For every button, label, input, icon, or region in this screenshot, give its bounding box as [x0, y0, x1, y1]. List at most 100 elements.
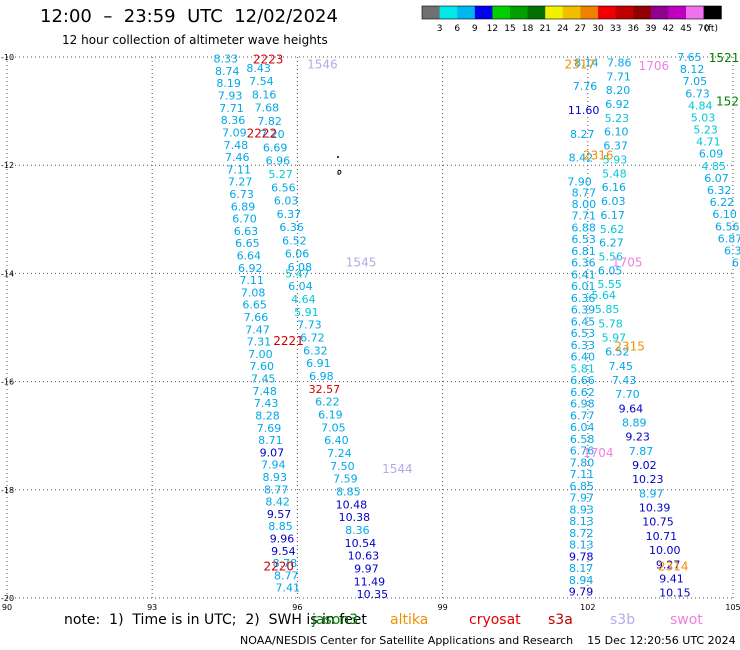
wave-height-value: 6.39: [571, 304, 596, 317]
colorbar-label: 3: [437, 24, 443, 34]
colorbar-label: 42: [663, 24, 674, 34]
wave-height-value: 6.52: [282, 234, 307, 247]
pass-time-label: 2221: [273, 334, 304, 348]
wave-height-value: 6: [732, 257, 739, 270]
wave-height-value: 9.79: [569, 586, 594, 599]
y-tick-label: -20: [1, 594, 14, 603]
pass-time-label: 1544: [382, 462, 413, 476]
wave-height-value: 5.91: [294, 306, 319, 319]
y-tick-label: -18: [1, 486, 14, 495]
wave-height-value: 5.23: [693, 124, 718, 137]
wave-height-value: 7.66: [244, 311, 269, 324]
wave-height-value: 11.60: [568, 104, 600, 117]
legend-swot: swot: [670, 612, 703, 628]
wave-height-value: 8.74: [215, 65, 240, 78]
wave-height-value: 5.03: [691, 111, 716, 124]
colorbar-swatch: [474, 6, 493, 19]
wave-height-value: 7.48: [252, 385, 277, 398]
wave-height-value: 7.27: [228, 176, 253, 189]
wave-height-value: 7.59: [333, 473, 358, 486]
wave-height-value: 7.45: [608, 360, 633, 373]
wave-height-value: 10.35: [357, 588, 389, 601]
wave-height-value: 6.72: [300, 332, 325, 345]
wave-height-value: 7.05: [321, 421, 346, 434]
colorbar-swatch: [598, 6, 617, 19]
wave-height-value: 6.09: [699, 148, 724, 161]
colorbar-swatch: [422, 6, 441, 19]
wave-height-value: 6.69: [263, 141, 288, 154]
wave-height-value: 10.39: [639, 502, 671, 515]
wave-height-value: 6.03: [274, 195, 299, 208]
wave-height-value: 6.91: [306, 357, 331, 370]
colorbar-label: 24: [557, 24, 569, 34]
wave-height-value: 4.84: [688, 99, 713, 112]
colorbar-label: 45: [680, 24, 691, 34]
wave-height-value: 6.77: [570, 409, 595, 422]
colorbar-swatch: [527, 6, 546, 19]
colorbar-swatch: [457, 6, 476, 19]
wave-height-value: 6.10: [604, 126, 629, 139]
pass-time-label: 1705: [612, 255, 643, 269]
wave-height-value: 7.11: [570, 468, 595, 481]
legend-jason3: jason3: [312, 612, 359, 628]
wave-height-value: 6.98: [570, 398, 595, 411]
wave-height-value: 10.63: [348, 550, 380, 563]
colorbar-swatch: [668, 6, 687, 19]
wave-height-value: 32.57: [309, 383, 341, 396]
wave-height-value: 10.23: [632, 473, 664, 486]
wave-height-value: 7.65: [677, 51, 702, 64]
wave-height-value: 7.31: [247, 336, 272, 349]
island-outline: [337, 169, 342, 175]
wave-height-value: 6.06: [285, 248, 310, 261]
wave-height-value: 7.43: [254, 397, 279, 410]
wave-height-value: 8.42: [265, 496, 290, 509]
wave-height-value: 6.64: [237, 249, 262, 262]
wave-height-value: 9.41: [659, 572, 684, 585]
wave-height-value: 6.10: [712, 208, 737, 221]
pass-time-label: 1546: [307, 57, 338, 71]
wave-height-value: 6.07: [704, 172, 729, 185]
wave-height-value: 9.54: [271, 545, 296, 558]
wave-height-value: 6.92: [238, 262, 263, 275]
colorbar-swatch: [510, 6, 529, 19]
wave-height-value: 9.96: [270, 533, 295, 546]
wave-height-value: 8.97: [639, 487, 664, 500]
wave-height-value: 7.93: [218, 90, 243, 103]
colorbar-swatch: [650, 6, 669, 19]
wave-height-value: 6.40: [324, 434, 349, 447]
wave-height-value: 8.16: [252, 88, 277, 101]
wave-height-value: 7.76: [573, 80, 598, 93]
page-subtitle: 12 hour collection of altimeter wave hei…: [62, 33, 328, 47]
wave-height-value: 6.03: [601, 195, 626, 208]
legend-s3a: s3a: [548, 612, 573, 628]
pass-time-label: 1521: [709, 51, 740, 65]
wave-height-value: 6.45: [571, 315, 596, 328]
wave-height-value: 7.94: [261, 459, 286, 472]
wave-height-value: 7.46: [225, 151, 250, 164]
wave-height-value: 6.53: [571, 327, 596, 340]
pass-time-label: 2220: [264, 560, 295, 574]
wave-height-value: 6.16: [602, 181, 627, 194]
wave-height-value: 9.23: [625, 431, 650, 444]
wave-height-value: 6.58: [570, 433, 595, 446]
wave-height-value: 8.36: [221, 114, 246, 127]
wave-height-value: 10.38: [339, 511, 371, 524]
wave-height-value: 8.36: [345, 524, 370, 537]
wave-height-value: 8.19: [216, 77, 241, 90]
wave-height-value: 6.36: [571, 257, 596, 270]
wave-height-value: 7.71: [219, 102, 244, 115]
wave-height-value: 6.56: [271, 181, 296, 194]
pass-time-label: 2315: [614, 339, 645, 353]
footer-credit: NOAA/NESDIS Center for Satellite Applica…: [240, 634, 736, 647]
wave-height-value: 6.96: [266, 155, 291, 168]
wave-height-value: 10.71: [646, 530, 678, 543]
colorbar-swatch: [545, 6, 564, 19]
colorbar-label: 18: [522, 24, 534, 34]
wave-height-value: 8.42: [569, 152, 594, 165]
wave-height-value: 6.08: [288, 261, 313, 274]
wave-height-value: 9.78: [569, 550, 594, 563]
wave-height-value: 10.48: [336, 498, 368, 511]
wave-height-value: 6.27: [599, 237, 624, 250]
pass-time-label: 2314: [658, 560, 689, 574]
